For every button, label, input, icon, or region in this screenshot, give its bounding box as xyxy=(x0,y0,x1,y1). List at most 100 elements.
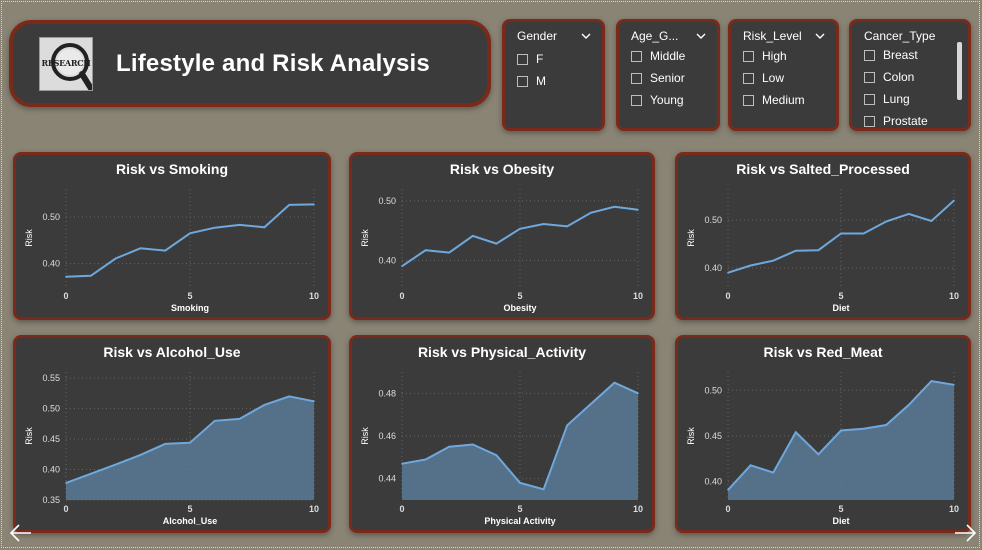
slicer-item-label: High xyxy=(762,49,787,63)
y-tick-label: 0.50 xyxy=(704,385,722,395)
gender-slicer: Gender F M xyxy=(502,19,605,131)
data-point xyxy=(238,418,241,420)
checkbox[interactable] xyxy=(517,75,528,87)
data-point xyxy=(519,228,521,230)
chart-card-smoking: Risk vs Smoking 0.40 0.50 0 5 10 Smoking Risk xyxy=(13,152,331,320)
checkbox[interactable] xyxy=(864,115,875,127)
x-tick-label: 0 xyxy=(725,504,730,514)
y-axis-label: Risk xyxy=(686,427,696,445)
slicer-item-low[interactable]: Low xyxy=(743,67,826,89)
checkbox[interactable] xyxy=(631,50,642,62)
y-tick-label: 0.50 xyxy=(378,196,396,206)
data-point xyxy=(953,199,955,202)
checkbox[interactable] xyxy=(631,72,642,84)
data-point xyxy=(139,454,142,456)
checkbox[interactable] xyxy=(743,94,754,106)
chart-title: Risk vs Salted_Processed xyxy=(736,161,910,177)
slicer-item-label: Prostate xyxy=(883,114,928,128)
x-tick-label: 5 xyxy=(187,291,192,301)
chevron-down-icon[interactable] xyxy=(695,30,707,42)
x-tick-label: 5 xyxy=(838,504,843,514)
data-point xyxy=(542,488,545,491)
x-tick-label: 5 xyxy=(838,291,843,301)
checkbox[interactable] xyxy=(864,71,875,83)
arrow-right-icon[interactable] xyxy=(953,523,977,543)
data-point xyxy=(795,431,797,434)
data-point xyxy=(189,232,191,235)
slicer-item-colon[interactable]: Colon xyxy=(864,66,958,88)
data-point xyxy=(424,458,427,461)
data-point xyxy=(727,489,729,491)
slicer-item-prostate[interactable]: Prostate xyxy=(864,110,958,128)
data-point xyxy=(214,226,216,229)
data-point xyxy=(862,232,865,235)
checkbox[interactable] xyxy=(864,93,875,105)
slicer-title: Age_G... xyxy=(631,29,679,43)
data-point xyxy=(908,213,910,215)
arrow-left-icon[interactable] xyxy=(9,523,33,543)
checkbox[interactable] xyxy=(517,53,528,65)
slicer-item-high[interactable]: High xyxy=(743,45,826,67)
checkbox[interactable] xyxy=(631,94,642,106)
data-point xyxy=(189,441,191,444)
x-tick-label: 5 xyxy=(517,504,522,514)
chart-risk-vs-alcohol-use: Risk vs Alcohol_Use 0.35 0.40 0.45 0.50 0.55 0… xyxy=(24,344,319,526)
y-tick-label: 0.40 xyxy=(378,255,396,265)
data-point xyxy=(749,464,752,467)
y-axis-label: Risk xyxy=(360,229,370,247)
slicer-scrollbar[interactable] xyxy=(957,42,962,100)
age-group-slicer: Age_G... Middle Senior Young xyxy=(616,19,720,131)
chevron-down-icon[interactable] xyxy=(814,30,826,42)
checkbox[interactable] xyxy=(864,49,875,61)
slicer-item-label: Middle xyxy=(650,49,686,63)
y-tick-label: 0.44 xyxy=(378,474,396,484)
data-point xyxy=(590,403,592,405)
y-tick-label: 0.40 xyxy=(42,465,60,475)
data-point xyxy=(65,482,67,484)
chart-risk-vs-obesity: Risk vs Obesity 0.40 0.50 0 5 10 Obesity Risk xyxy=(360,161,643,313)
cancer-type-slicer: Cancer_Type Breast Colon Lung Prostate xyxy=(849,19,971,131)
slicer-item-label: F xyxy=(536,52,544,66)
x-tick-label: 0 xyxy=(399,504,404,514)
data-point xyxy=(542,223,545,225)
x-tick-label: 10 xyxy=(309,291,319,301)
slicer-item-breast[interactable]: Breast xyxy=(864,44,958,66)
series-area xyxy=(66,396,314,500)
checkbox[interactable] xyxy=(743,50,754,62)
chart-card-obesity: Risk vs Obesity 0.40 0.50 0 5 10 Obesity Risk xyxy=(349,152,655,320)
data-point xyxy=(772,259,774,262)
chart-risk-vs-salted-processed: Risk vs Salted_Processed 0.40 0.50 0 5 10 Diet… xyxy=(686,161,959,313)
slicer-item-lung[interactable]: Lung xyxy=(864,88,958,110)
x-axis-label: Obesity xyxy=(503,303,536,313)
data-point xyxy=(424,249,427,251)
chart-risk-vs-red-meat: Risk vs Red_Meat 0.40 0.45 0.50 0 5 10 Diet Risk xyxy=(686,344,959,526)
slicer-item-f[interactable]: F xyxy=(517,48,592,70)
chart-risk-vs-physical-activity: Risk vs Physical_Activity 0.44 0.46 0.48 0 5 1… xyxy=(360,344,643,526)
chevron-down-icon[interactable] xyxy=(580,30,592,42)
data-point xyxy=(139,247,142,250)
slicer-item-m[interactable]: M xyxy=(517,70,592,92)
slicer-item-young[interactable]: Young xyxy=(631,89,707,111)
slicer-header[interactable]: Gender xyxy=(517,28,592,44)
data-point xyxy=(795,249,797,252)
data-point xyxy=(472,235,474,237)
slicer-header[interactable]: Age_G... xyxy=(631,28,707,44)
slicer-item-medium[interactable]: Medium xyxy=(743,89,826,111)
slicer-title: Gender xyxy=(517,29,558,43)
y-axis-label: Risk xyxy=(686,229,696,247)
data-point xyxy=(840,232,842,235)
research-logo: RESEARCH xyxy=(39,36,93,91)
y-axis-label: Risk xyxy=(24,229,34,247)
slicer-header[interactable]: Risk_Level xyxy=(743,28,826,44)
slicer-item-label: Young xyxy=(650,93,684,107)
slicer-item-senior[interactable]: Senior xyxy=(631,67,707,89)
data-point xyxy=(908,404,910,406)
slicer-item-middle[interactable]: Middle xyxy=(631,45,707,67)
data-point xyxy=(313,203,315,206)
slicer-item-label: Medium xyxy=(762,93,805,107)
data-point xyxy=(817,249,820,251)
chart-title: Risk vs Smoking xyxy=(116,161,228,177)
checkbox[interactable] xyxy=(743,72,754,84)
data-point xyxy=(885,424,887,426)
slicer-item-label: Breast xyxy=(883,48,918,62)
